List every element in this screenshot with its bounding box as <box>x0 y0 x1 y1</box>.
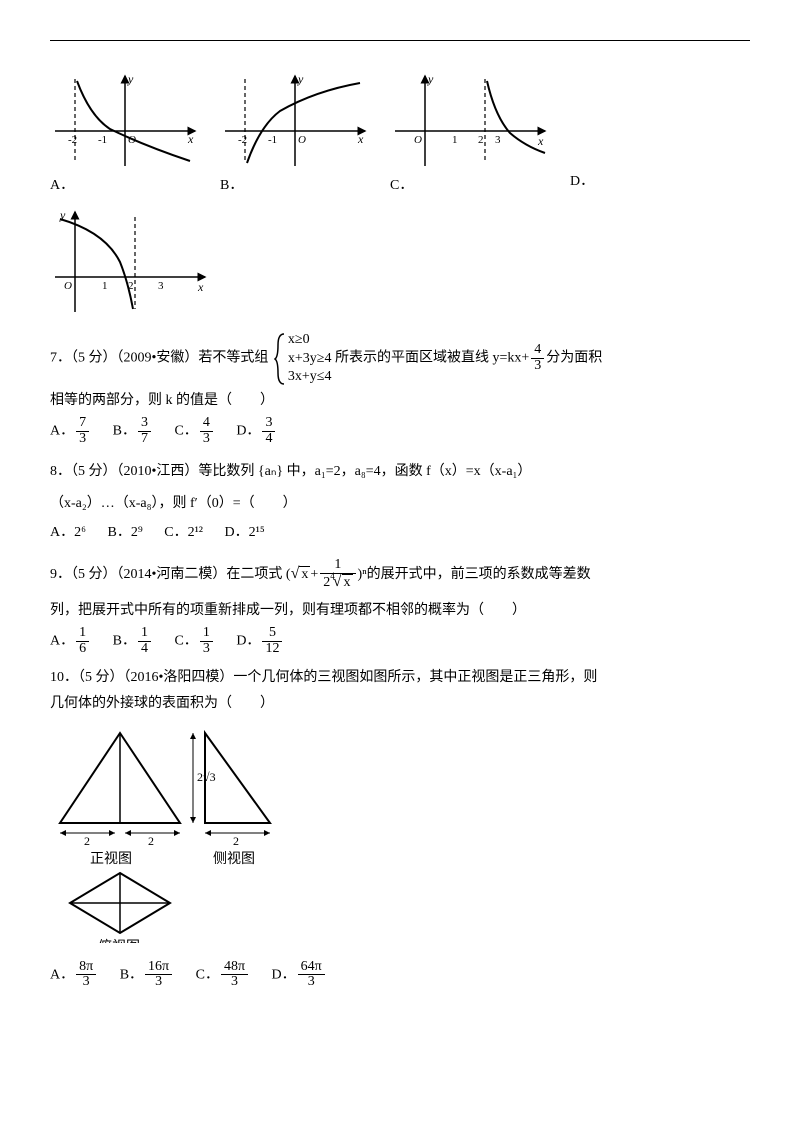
q7-case-2: x+3y≥4 <box>288 350 332 368</box>
graph-options-row-1: y x O -2 -1 A． y x O -2 -1 B． y x <box>50 71 750 197</box>
graph-a-label: A． <box>50 175 74 197</box>
q8-options: A．2⁶ B．2⁹ C．2¹² D．2¹⁵ <box>50 522 750 545</box>
q8-opt-a: A．2⁶ <box>50 522 86 544</box>
q7-line2: 相等的两部分，则 k 的值是（ ） <box>50 390 750 412</box>
side-view-label: 侧视图 <box>213 851 255 867</box>
q7-opt-b: B．37 <box>113 416 153 446</box>
graph-b-svg: y x O -2 -1 <box>220 71 370 171</box>
svg-text:2: 2 <box>478 134 484 146</box>
q10-opt-b: B．16π3 <box>120 960 174 990</box>
front-view-label: 正视图 <box>90 851 132 867</box>
q8-opt-c: C．2¹² <box>164 522 203 544</box>
svg-text:-2: -2 <box>68 134 77 146</box>
svg-text:x: x <box>357 132 364 146</box>
q7-stem-mid: 所表示的平面区域被直线 y=kx+ <box>335 351 529 366</box>
q9-stem-pre: 9．（5 分）（2014•河南二模）在二项式 ( <box>50 567 291 582</box>
q9-opt-d: D．512 <box>236 626 284 656</box>
q10-opt-c: C．48π3 <box>196 960 250 990</box>
svg-text:O: O <box>414 134 422 146</box>
q9-opt-a: A．16 <box>50 626 91 656</box>
graph-option-b: y x O -2 -1 B． <box>220 71 370 197</box>
svg-text:O: O <box>298 134 306 146</box>
svg-text:y: y <box>297 72 304 86</box>
svg-text:2: 2 <box>148 834 154 848</box>
q8-opt-b: B．2⁹ <box>108 522 143 544</box>
svg-text:y: y <box>127 72 134 86</box>
graph-c-label: C． <box>390 175 413 197</box>
svg-text:y: y <box>59 208 66 222</box>
q9-sqrt-x: √x <box>291 566 311 584</box>
q7-opt-d: D．34 <box>236 416 277 446</box>
q10-opt-a: A．8π3 <box>50 960 98 990</box>
graph-c-svg: y x O 1 2 3 <box>390 71 550 171</box>
svg-text:y: y <box>427 72 434 86</box>
q7-frac-k: 43 <box>531 343 544 373</box>
svg-text:3: 3 <box>495 134 501 146</box>
svg-text:-1: -1 <box>268 134 277 146</box>
svg-text:2: 2 <box>128 280 134 292</box>
q7-cases: x≥0 x+3y≥4 3x+y≤4 <box>272 331 332 386</box>
brace-icon <box>274 332 286 386</box>
q7-case-3: 3x+y≤4 <box>288 368 332 386</box>
q9-opt-b: B．14 <box>113 626 153 656</box>
q10-three-views: 2 2 正视图 2√3 2 侧视图 俯视图 <box>50 723 750 951</box>
graph-option-c: y x O 1 2 3 C． <box>390 71 550 197</box>
q7-case-1: x≥0 <box>288 331 332 349</box>
svg-text:-2: -2 <box>238 134 247 146</box>
svg-text:O: O <box>64 280 72 292</box>
svg-text:x: x <box>537 134 544 148</box>
q7-stem-pre: 7．（5 分）（2009•安徽）若不等式组 <box>50 351 268 366</box>
svg-text:2: 2 <box>84 834 90 848</box>
svg-text:3: 3 <box>158 280 164 292</box>
three-views-svg: 2 2 正视图 2√3 2 侧视图 俯视图 <box>50 723 290 943</box>
q10-opt-d: D．64π3 <box>272 960 327 990</box>
q7-stem-post: 分为面积 <box>546 351 602 366</box>
svg-text:O: O <box>128 134 136 146</box>
q8-opt-d: D．2¹⁵ <box>225 522 265 544</box>
q9-exp: )ⁿ <box>358 567 367 582</box>
top-view-label: 俯视图 <box>98 939 140 943</box>
q9-opt-c: C．13 <box>174 626 214 656</box>
svg-text:-1: -1 <box>98 134 107 146</box>
graph-d-svg: y x O 1 2 3 <box>50 207 210 317</box>
question-8-line2: （x-a₂）…（x-a₈），则 f′（0）=（ ） <box>50 493 750 515</box>
q9-options: A．16 B．14 C．13 D．512 <box>50 626 750 656</box>
q9-stem-post: 的展开式中，前三项的系数成等差数 <box>367 567 591 582</box>
question-8-line1: 8．（5 分）（2010•江西）等比数列 {aₙ} 中，a₁=2，a₈=4，函数… <box>50 461 750 483</box>
question-9: 9．（5 分）（2014•河南二模）在二项式 (√x+124√x)ⁿ的展开式中，… <box>50 558 750 591</box>
graph-option-d: y x O 1 2 3 <box>50 207 210 317</box>
q9-frac: 124√x <box>320 558 355 591</box>
question-7: 7．（5 分）（2009•安徽）若不等式组 x≥0 x+3y≥4 3x+y≤4 … <box>50 331 750 386</box>
q10-options: A．8π3 B．16π3 C．48π3 D．64π3 <box>50 960 750 990</box>
q9-line2: 列，把展开式中所有的项重新排成一列，则有理项都不相邻的概率为（ ） <box>50 600 750 622</box>
svg-text:2: 2 <box>233 834 239 848</box>
svg-text:2√3: 2√3 <box>197 770 216 784</box>
q7-opt-c: C．43 <box>174 416 214 446</box>
svg-text:x: x <box>187 132 194 146</box>
question-10-line2: 几何体的外接球的表面积为（ ） <box>50 693 750 715</box>
graph-options-row-2: y x O 1 2 3 <box>50 207 750 317</box>
svg-text:1: 1 <box>102 280 108 292</box>
graph-a-svg: y x O -2 -1 <box>50 71 200 171</box>
page-top-rule <box>50 40 750 41</box>
question-10-line1: 10．（5 分）（2016•洛阳四模）一个几何体的三视图如图所示，其中正视图是正… <box>50 667 750 689</box>
graph-b-label: B． <box>220 175 243 197</box>
q7-options: A．73 B．37 C．43 D．34 <box>50 416 750 446</box>
graph-d-label-inline: D． <box>570 171 594 193</box>
svg-text:1: 1 <box>452 134 458 146</box>
svg-text:x: x <box>197 280 204 294</box>
graph-option-a: y x O -2 -1 A． <box>50 71 200 197</box>
q7-opt-a: A．73 <box>50 416 91 446</box>
